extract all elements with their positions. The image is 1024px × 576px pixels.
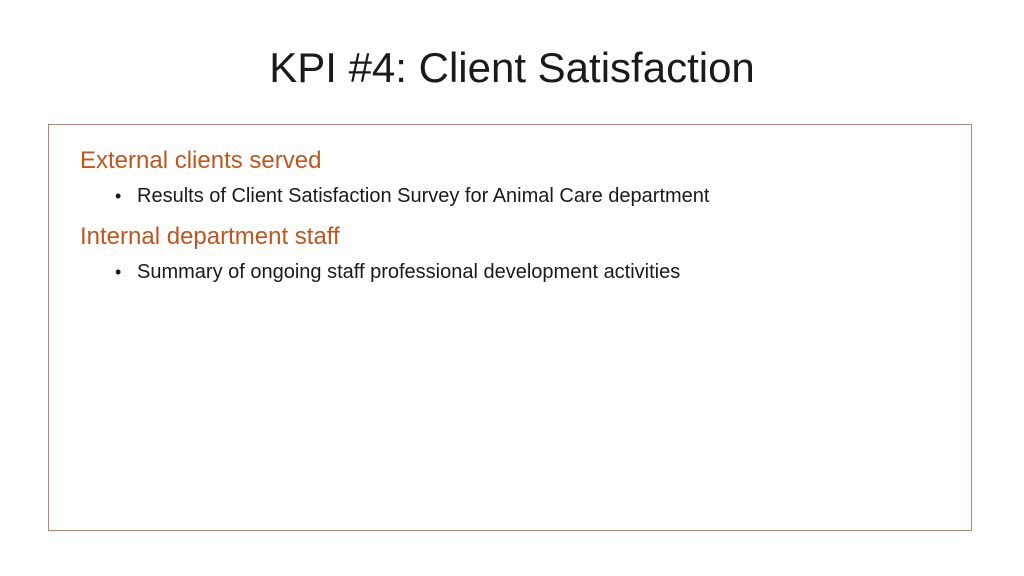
section-heading-external-clients: External clients served: [80, 147, 322, 174]
bullet-text: Summary of ongoing staff professional de…: [137, 261, 681, 283]
bullet-client-survey: • Results of Client Satisfaction Survey f…: [115, 183, 709, 209]
bullet-glyph: •: [115, 262, 122, 282]
bullet-glyph: •: [115, 186, 122, 206]
content-box: External clients served • Results of Clie…: [48, 124, 972, 531]
slide-title: KPI #4: Client Satisfaction: [269, 44, 755, 91]
section-heading-internal-staff: Internal department staff: [80, 223, 340, 250]
bullet-staff-development: • Summary of ongoing staff professional d…: [115, 259, 680, 285]
bullet-text: Results of Client Satisfaction Survey fo…: [137, 185, 710, 207]
